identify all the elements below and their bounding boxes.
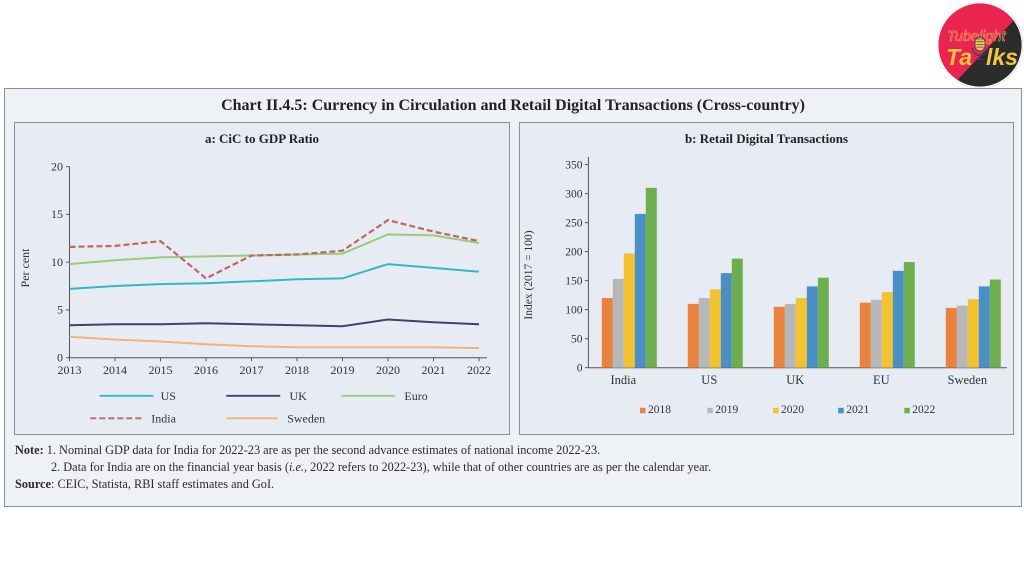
svg-text:2021: 2021 <box>846 404 869 416</box>
svg-text:2022: 2022 <box>912 404 935 416</box>
svg-text:150: 150 <box>565 275 583 287</box>
svg-text:300: 300 <box>565 188 583 200</box>
svg-text:2016: 2016 <box>194 363 218 377</box>
svg-text:250: 250 <box>565 217 583 229</box>
svg-text:2018: 2018 <box>285 363 309 377</box>
svg-text:UK: UK <box>290 389 308 403</box>
svg-text:India: India <box>610 373 636 387</box>
svg-text:India: India <box>151 411 176 425</box>
svg-text:50: 50 <box>571 333 583 345</box>
svg-text:2020: 2020 <box>781 404 804 416</box>
svg-text:Sweden: Sweden <box>287 411 325 425</box>
svg-text:Ta: Ta <box>946 44 972 70</box>
svg-text:5: 5 <box>57 303 63 317</box>
svg-text:20: 20 <box>51 159 63 173</box>
svg-text:15: 15 <box>51 207 63 221</box>
svg-text:US: US <box>161 389 176 403</box>
svg-text:2020: 2020 <box>376 363 400 377</box>
svg-text:2021: 2021 <box>422 363 446 377</box>
svg-text:2022: 2022 <box>467 363 491 377</box>
svg-text:Per cent: Per cent <box>18 248 32 288</box>
svg-text:100: 100 <box>565 304 583 316</box>
svg-text:2015: 2015 <box>149 363 173 377</box>
svg-text:UK: UK <box>786 373 804 387</box>
svg-text:EU: EU <box>873 373 890 387</box>
svg-text:2019: 2019 <box>715 404 738 416</box>
svg-text:2017: 2017 <box>240 363 264 377</box>
svg-text:200: 200 <box>565 246 583 258</box>
svg-text:Sweden: Sweden <box>948 373 988 387</box>
svg-text:US: US <box>701 373 717 387</box>
svg-text:10: 10 <box>51 255 63 269</box>
svg-text:350: 350 <box>565 159 583 171</box>
svg-text:2014: 2014 <box>103 363 127 377</box>
svg-text:2013: 2013 <box>58 363 82 377</box>
svg-text:0: 0 <box>577 362 583 374</box>
svg-text:Euro: Euro <box>404 389 427 403</box>
svg-text:2019: 2019 <box>331 363 355 377</box>
svg-text:lks: lks <box>986 44 1018 70</box>
svg-text:2018: 2018 <box>648 404 671 416</box>
svg-text:Index (2017 = 100): Index (2017 = 100) <box>523 230 535 319</box>
